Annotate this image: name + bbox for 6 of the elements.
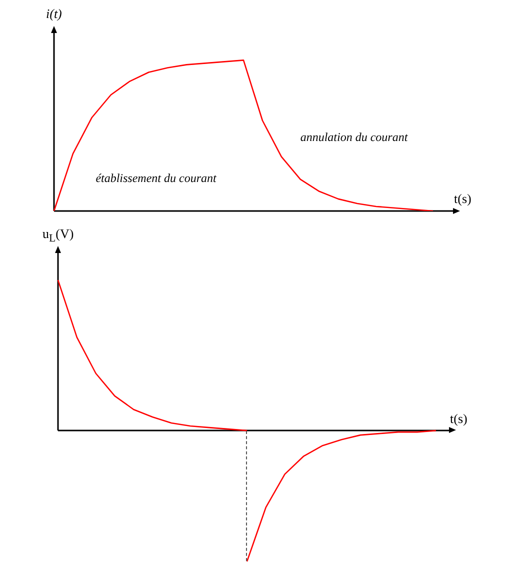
annotation: établissement du courant bbox=[96, 171, 216, 186]
annotation: annulation du courant bbox=[300, 130, 408, 145]
y-axis-title: u$_{L}$(V) bbox=[42, 226, 74, 245]
y-axis-title: i(t) bbox=[46, 6, 62, 22]
x-axis-title: t(s) bbox=[454, 191, 472, 207]
x-axis-title: t(s) bbox=[450, 410, 468, 427]
